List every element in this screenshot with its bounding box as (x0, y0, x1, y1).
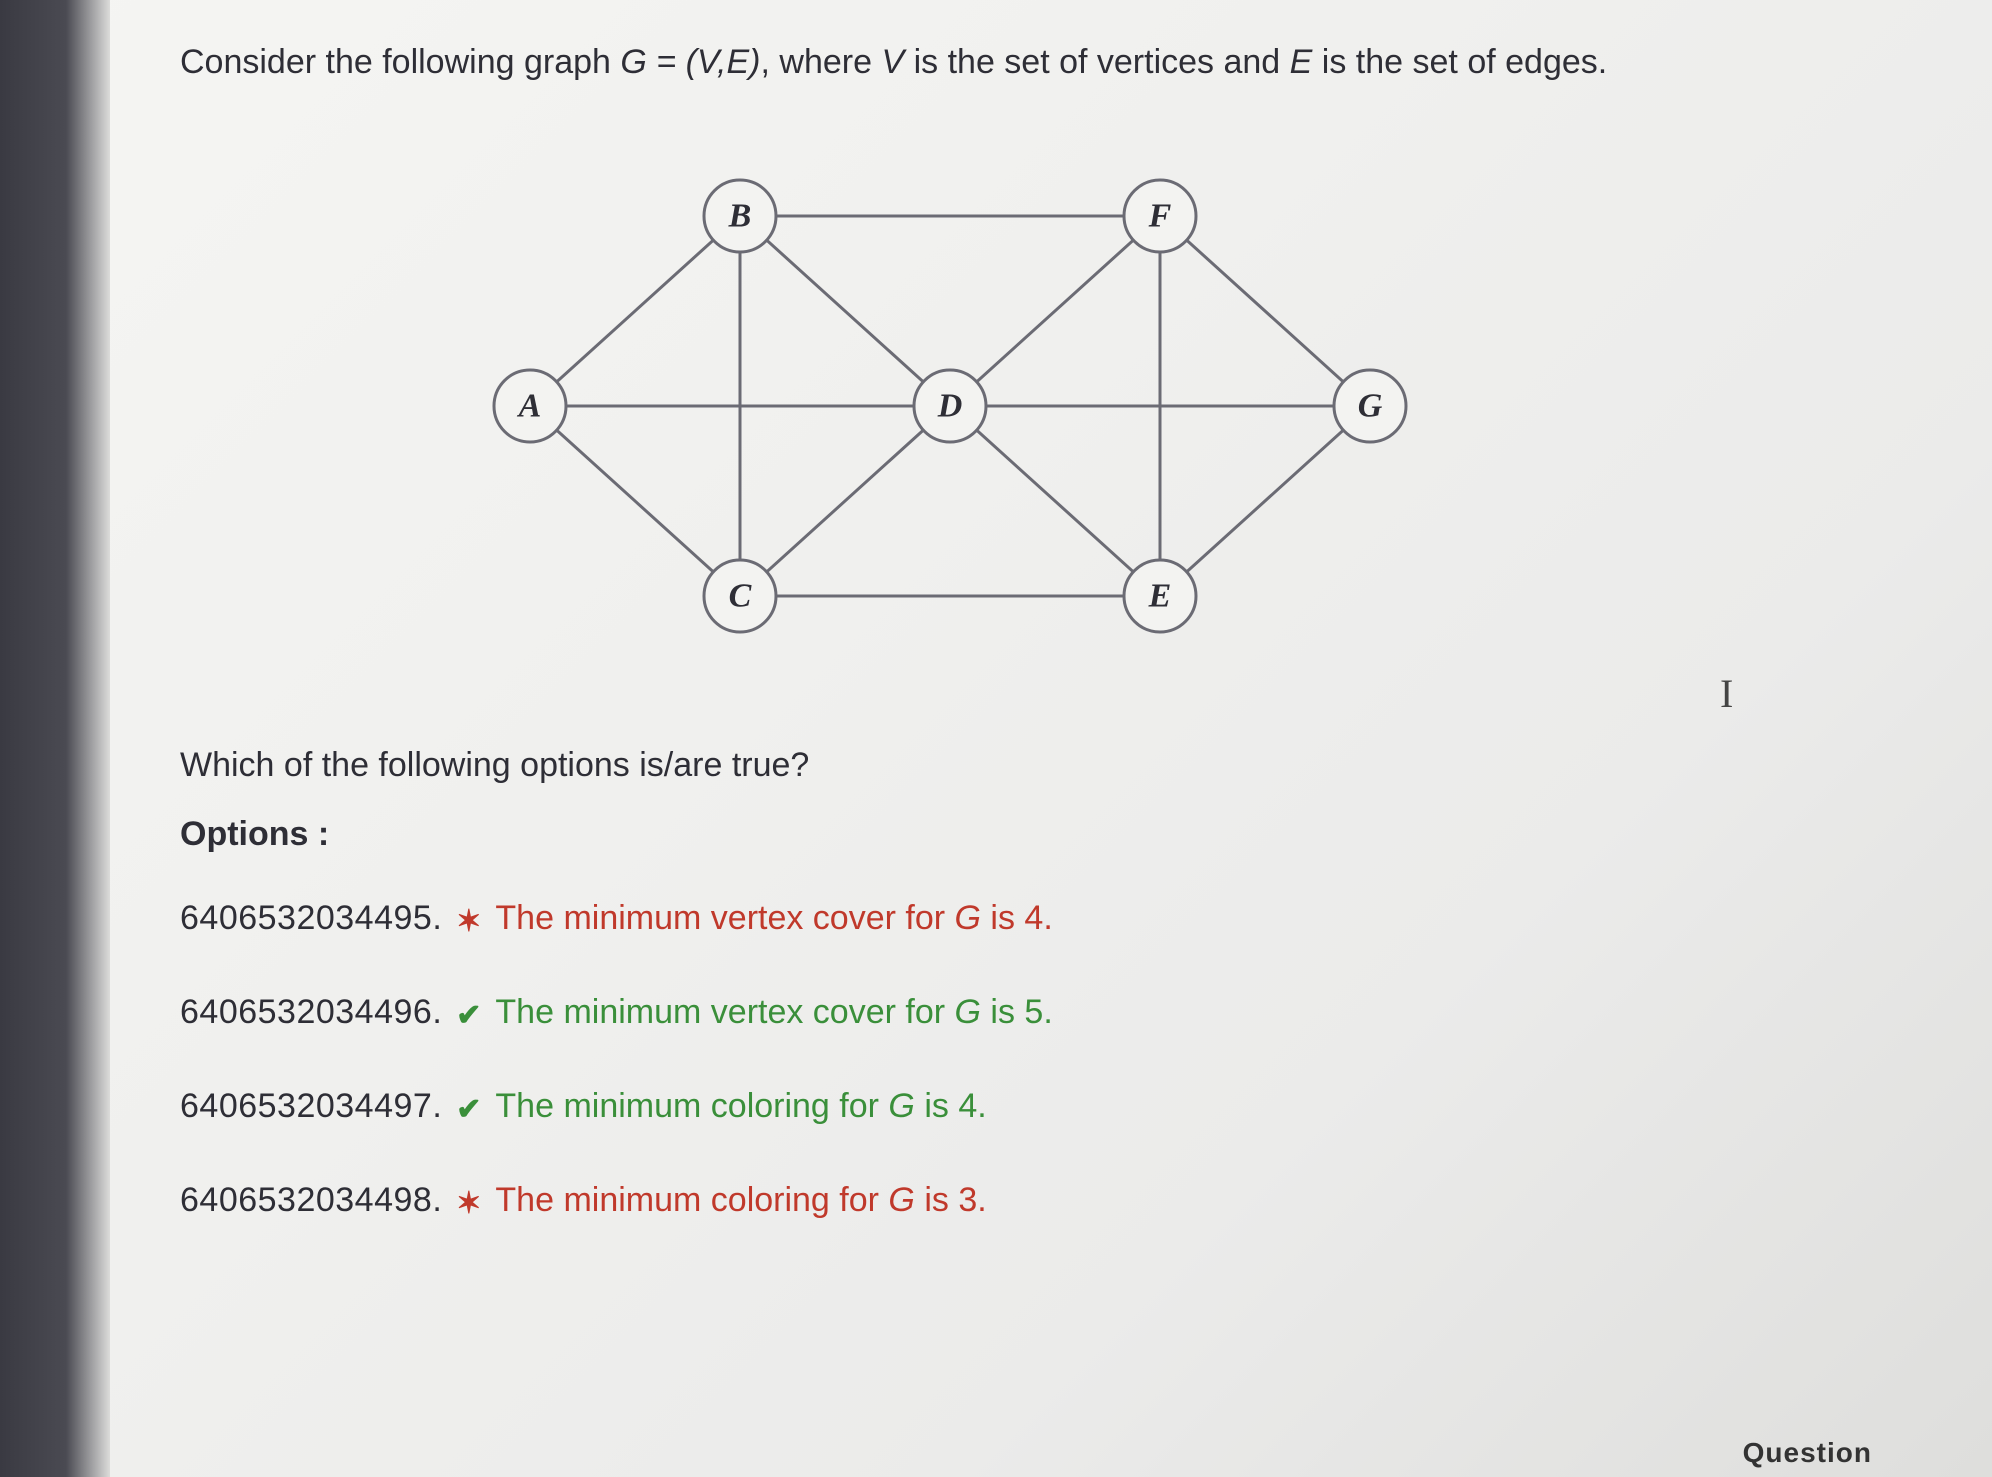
graph-edge (950, 406, 1160, 596)
graph-edge (740, 406, 950, 596)
graph-node-label: F (1148, 197, 1172, 234)
graph-node-label: C (729, 577, 752, 614)
text-cursor-icon: I (1720, 670, 1733, 717)
option-row: 6406532034495. ✶ The minimum vertex cover … (180, 899, 1932, 938)
prompt-text-pre: Consider the following graph (180, 43, 620, 81)
option-row: 6406532034498. ✶ The minimum coloring for … (180, 1181, 1932, 1220)
check-icon: ✔ (456, 998, 481, 1033)
option-text-post: is 4. (981, 899, 1053, 937)
graph-def: G = (V,E) (620, 43, 760, 81)
option-text: The minimum coloring for G is 4. (495, 1087, 986, 1126)
option-text-post: is 4. (915, 1087, 987, 1125)
prompt-text-mid: , where (761, 43, 882, 81)
option-row: 6406532034497. ✔ The minimum coloring for … (180, 1087, 1932, 1126)
e-desc: is the set of edges. (1312, 43, 1607, 81)
cross-icon: ✶ (456, 1186, 481, 1221)
option-row: 6406532034496. ✔ The minimum vertex cover … (180, 993, 1932, 1032)
symbol-V: V (881, 43, 904, 81)
graph-container: A B C D F E G (180, 146, 1932, 666)
graph-node-label: G (1358, 387, 1383, 424)
graph-edge (740, 216, 950, 406)
option-symbol-g: G (955, 899, 981, 937)
graph-node-label: D (937, 387, 963, 424)
option-id: 6406532034496. (180, 993, 442, 1032)
cross-icon: ✶ (456, 904, 481, 939)
option-id: 6406532034498. (180, 1181, 442, 1220)
follow-up-question: Which of the following options is/are tr… (180, 746, 1932, 785)
graph-diagram: A B C D F E G (440, 146, 1420, 666)
option-text: The minimum coloring for G is 3. (495, 1181, 986, 1220)
graph-node-label: A (517, 387, 542, 424)
option-text-post: is 5. (981, 993, 1053, 1031)
graph-edge (530, 406, 740, 596)
options-list: 6406532034495. ✶ The minimum vertex cover … (180, 899, 1932, 1220)
option-text: The minimum vertex cover for G is 5. (495, 993, 1052, 1032)
option-text-pre: The minimum vertex cover for (495, 899, 954, 937)
graph-edge (1160, 216, 1370, 406)
graph-node-label: E (1148, 577, 1172, 614)
footer-fragment: Question (1743, 1437, 1872, 1469)
option-text: The minimum vertex cover for G is 4. (495, 899, 1052, 938)
v-desc: is the set of vertices and (904, 43, 1290, 81)
option-id: 6406532034495. (180, 899, 442, 938)
option-text-pre: The minimum vertex cover for (495, 993, 954, 1031)
graph-edge (1160, 406, 1370, 596)
options-label: Options : (180, 815, 1932, 854)
option-symbol-g: G (955, 993, 981, 1031)
option-id: 6406532034497. (180, 1087, 442, 1126)
graph-node-label: B (728, 197, 752, 234)
graph-edge (530, 216, 740, 406)
option-symbol-g: G (888, 1181, 914, 1219)
page-root: Consider the following graph G = (V,E), … (0, 0, 1992, 1477)
graph-edge (950, 216, 1160, 406)
option-text-post: is 3. (915, 1181, 987, 1219)
question-prompt: Consider the following graph G = (V,E), … (180, 40, 1932, 86)
option-text-pre: The minimum coloring for (495, 1087, 888, 1125)
option-text-pre: The minimum coloring for (495, 1181, 888, 1219)
check-icon: ✔ (456, 1092, 481, 1127)
question-content: Consider the following graph G = (V,E), … (110, 0, 1992, 1477)
left-margin-strip (0, 0, 110, 1477)
option-symbol-g: G (888, 1087, 914, 1125)
symbol-E: E (1290, 43, 1313, 81)
